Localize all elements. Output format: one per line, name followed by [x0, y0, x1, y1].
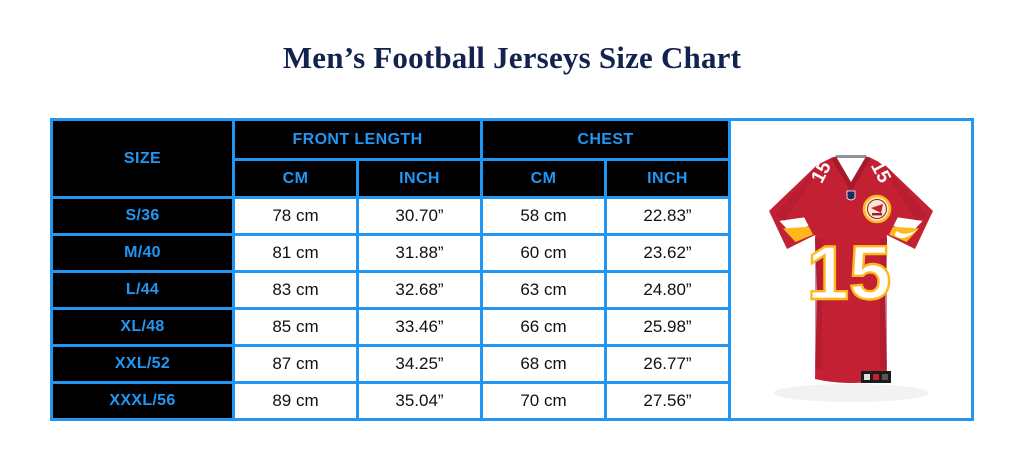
front-length-inch-value: 31.88”	[356, 233, 483, 273]
football-jersey-illustration: 15 15 15	[735, 121, 967, 413]
size-label: XXL/52	[50, 344, 235, 384]
chest-inch-value: 27.56”	[604, 381, 731, 421]
subcolumn-header-front-cm: CM	[232, 158, 359, 199]
chest-inch-value: 24.80”	[604, 270, 731, 310]
front-length-inch-value: 35.04”	[356, 381, 483, 421]
table-row: M/40 81 cm 31.88” 60 cm 23.62”	[50, 233, 973, 273]
subcolumn-header-chest-cm: CM	[480, 158, 607, 199]
chest-inch-value: 22.83”	[604, 196, 731, 236]
jersey-product-image: 15 15 15	[728, 118, 974, 421]
front-length-inch-value: 33.46”	[356, 307, 483, 347]
table-row: XXL/52 87 cm 34.25” 68 cm 26.77”	[50, 344, 973, 384]
size-label: XXXL/56	[50, 381, 235, 421]
page-title: Men’s Football Jerseys Size Chart	[282, 40, 742, 75]
chest-inch-value: 23.62”	[604, 233, 731, 273]
nfl-shield-icon	[846, 190, 856, 201]
chest-inch-value: 26.77”	[604, 344, 731, 384]
jersey-hem-tag	[861, 371, 891, 383]
front-length-cm-value: 83 cm	[232, 270, 359, 310]
size-label: L/44	[50, 270, 235, 310]
column-header-front-length: FRONT LENGTH	[232, 118, 483, 161]
front-length-cm-value: 78 cm	[232, 196, 359, 236]
front-length-cm-value: 89 cm	[232, 381, 359, 421]
jersey-right-sleeve	[879, 165, 933, 249]
table-row: L/44 83 cm 32.68” 63 cm 24.80”	[50, 270, 973, 310]
chest-cm-value: 60 cm	[480, 233, 607, 273]
front-length-cm-value: 81 cm	[232, 233, 359, 273]
team-badge-icon	[862, 194, 892, 224]
chest-inch-value: 25.98”	[604, 307, 731, 347]
size-label: S/36	[50, 196, 235, 236]
table-row: XL/48 85 cm 33.46” 66 cm 25.98”	[50, 307, 973, 347]
front-length-cm-value: 87 cm	[232, 344, 359, 384]
chest-cm-value: 66 cm	[480, 307, 607, 347]
chest-cm-value: 70 cm	[480, 381, 607, 421]
size-label: XL/48	[50, 307, 235, 347]
subcolumn-header-chest-inch: INCH	[604, 158, 731, 199]
jersey-shadow	[773, 384, 929, 402]
column-header-chest: CHEST	[480, 118, 731, 161]
chest-cm-value: 58 cm	[480, 196, 607, 236]
front-length-inch-value: 30.70”	[356, 196, 483, 236]
subcolumn-header-front-inch: INCH	[356, 158, 483, 199]
jersey-chest-number: 15	[807, 231, 892, 316]
front-length-inch-value: 34.25”	[356, 344, 483, 384]
jersey-left-sleeve	[769, 165, 823, 249]
chest-cm-value: 68 cm	[480, 344, 607, 384]
column-header-size: SIZE	[50, 118, 235, 199]
size-label: M/40	[50, 233, 235, 273]
front-length-cm-value: 85 cm	[232, 307, 359, 347]
front-length-inch-value: 32.68”	[356, 270, 483, 310]
jersey-collar	[831, 155, 871, 190]
chest-cm-value: 63 cm	[480, 270, 607, 310]
size-chart-table: SIZE FRONT LENGTH CHEST	[50, 118, 974, 421]
table-row: XXXL/56 89 cm 35.04” 70 cm 27.56”	[50, 381, 973, 421]
table-row: S/36 78 cm 30.70” 58 cm 22.83”	[50, 196, 973, 236]
swoosh-icon	[895, 230, 917, 239]
